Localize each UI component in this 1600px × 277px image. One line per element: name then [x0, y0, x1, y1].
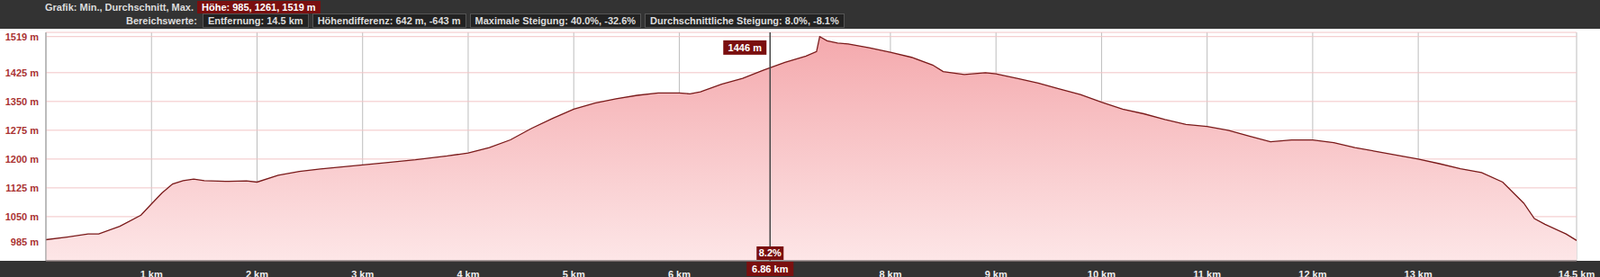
html-text:Entfernung: 14.5 km: Entfernung: 14.5 km — [207, 15, 304, 27]
svg-text:9 km: 9 km — [985, 269, 1008, 277]
svg-text:6 km: 6 km — [668, 269, 691, 277]
svg-text:5 km: 5 km — [562, 269, 586, 277]
html-text:Bereichswerte:: Bereichswerte: — [126, 15, 198, 27]
svg-text:4 km: 4 km — [456, 269, 480, 277]
html-text:Höhe: 985, 1261, 1519 m: Höhe: 985, 1261, 1519 m — [201, 1, 316, 13]
svg-text:8.2%: 8.2% — [759, 247, 782, 259]
svg-text:13 km: 13 km — [1404, 269, 1433, 277]
svg-text:1200 m: 1200 m — [7, 153, 39, 165]
svg-text:1275 m: 1275 m — [7, 125, 39, 136]
svg-text:1125 m: 1125 m — [7, 182, 39, 194]
svg-text:1050 m: 1050 m — [7, 211, 39, 223]
svg-text:12 km: 12 km — [1298, 269, 1327, 277]
svg-text:1446 m: 1446 m — [728, 42, 763, 54]
svg-text:2 km: 2 km — [245, 269, 269, 277]
svg-text:1350 m: 1350 m — [7, 96, 39, 108]
svg-text:11 km: 11 km — [1193, 269, 1221, 277]
html-text:Grafik: Min., Durchschnitt, Ma: Grafik: Min., Durchschnitt, Max. — [45, 1, 194, 13]
svg-text:985 m: 985 m — [10, 236, 39, 248]
svg-text:1 km: 1 km — [140, 269, 163, 277]
svg-text:6.86 km: 6.86 km — [751, 263, 789, 275]
svg-text:8 km: 8 km — [878, 269, 902, 277]
html-text:Höhendifferenz: 642 m, -643 m: Höhendifferenz: 642 m, -643 m — [317, 15, 461, 27]
svg-text:10 km: 10 km — [1087, 269, 1116, 277]
html-text:Durchschnittliche Steigung: 8.: Durchschnittliche Steigung: 8.0%, -8.1% — [650, 15, 839, 27]
svg-text:3 km: 3 km — [351, 269, 374, 277]
html-text:Maximale Steigung: 40.0%, -32.: Maximale Steigung: 40.0%, -32.6% — [475, 15, 636, 27]
svg-text:1425 m: 1425 m — [7, 67, 39, 79]
svg-text:14.5 km: 14.5 km — [1558, 269, 1593, 277]
svg-text:1519 m: 1519 m — [7, 31, 39, 43]
